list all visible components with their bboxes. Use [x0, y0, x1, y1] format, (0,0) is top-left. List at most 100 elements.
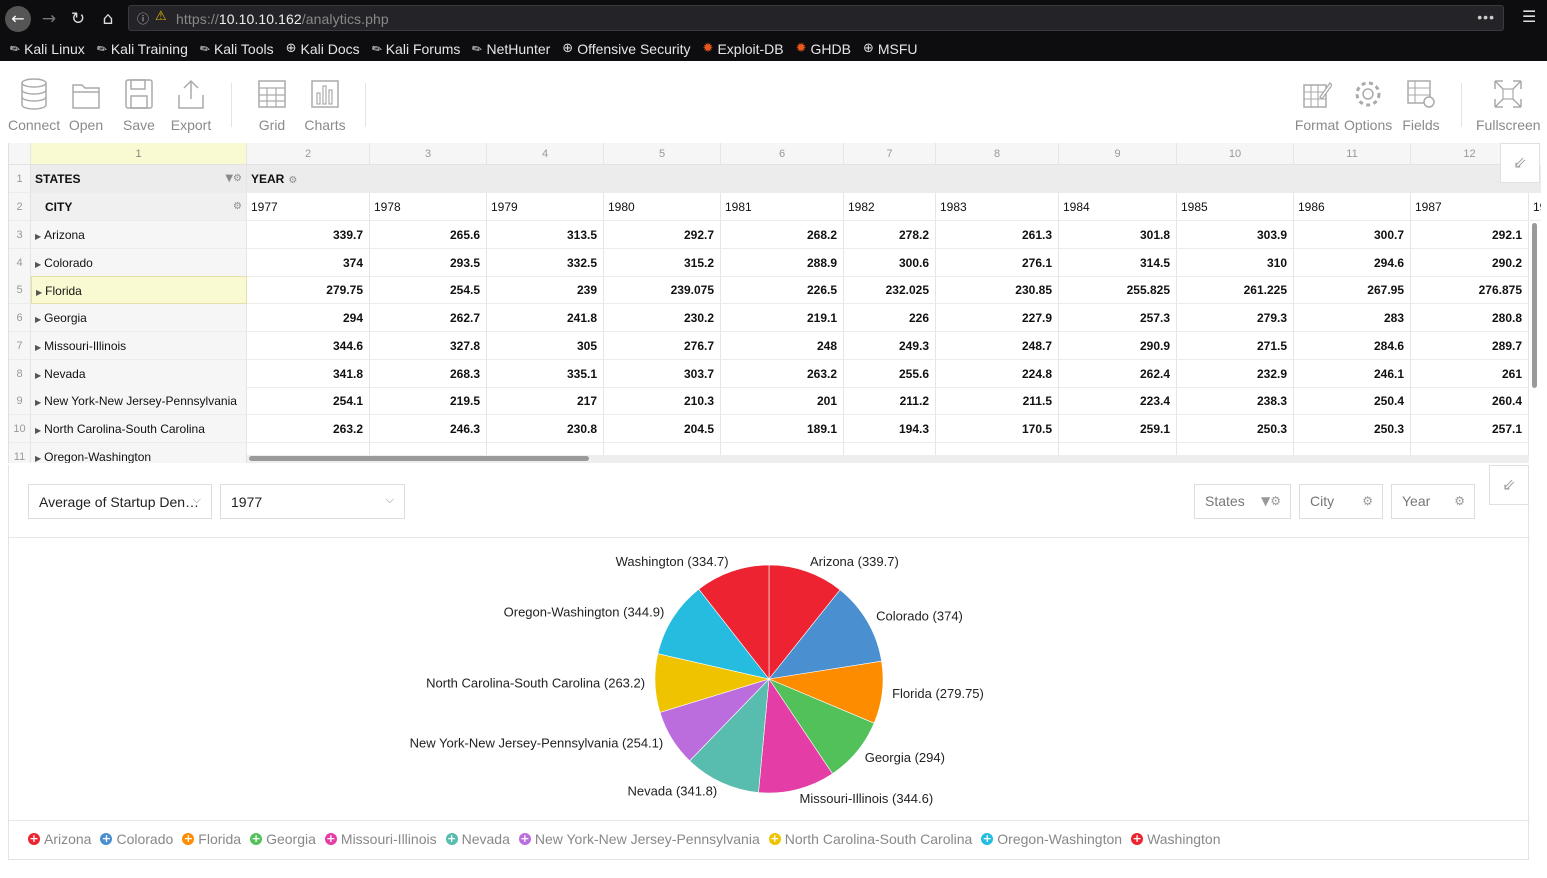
- filter-gear-icon[interactable]: ▼⚙: [225, 173, 242, 184]
- page-actions-icon[interactable]: •••: [1477, 9, 1495, 25]
- year-column-header[interactable]: 19: [1529, 193, 1541, 221]
- column-number[interactable]: 10: [1177, 143, 1294, 165]
- options-button[interactable]: Options: [1344, 77, 1392, 133]
- table-cell[interactable]: 210.3: [604, 387, 721, 415]
- year-column-header[interactable]: 1981: [721, 193, 844, 221]
- table-cell[interactable]: 303.9: [1177, 221, 1294, 249]
- forward-button[interactable]: →: [41, 9, 57, 29]
- chart-minimize-button[interactable]: ⇙: [1489, 465, 1529, 505]
- table-cell[interactable]: [247, 443, 370, 463]
- back-button[interactable]: ←: [5, 6, 31, 32]
- horizontal-scroll-thumb[interactable]: [249, 456, 589, 461]
- table-cell[interactable]: 261: [1411, 360, 1529, 388]
- table-cell[interactable]: 204.5: [604, 415, 721, 443]
- table-cell[interactable]: 239.075: [604, 276, 721, 304]
- table-cell[interactable]: 230.85: [936, 276, 1059, 304]
- bookmark-item[interactable]: ✎ Kali Linux: [7, 40, 85, 57]
- legend-item[interactable]: + Georgia: [250, 831, 316, 847]
- table-cell[interactable]: 246.1: [1294, 360, 1411, 388]
- pie-slice-colorado[interactable]: [768, 589, 882, 680]
- table-cell[interactable]: 335.1: [487, 360, 604, 388]
- table-cell[interactable]: 276.875: [1411, 276, 1529, 304]
- column-number[interactable]: 1: [31, 143, 247, 165]
- table-cell[interactable]: 289.7: [1411, 332, 1529, 360]
- table-cell[interactable]: 246.3: [370, 415, 487, 443]
- info-icon[interactable]: ⓘ: [137, 12, 150, 26]
- table-cell[interactable]: 219.1: [721, 304, 844, 332]
- table-cell[interactable]: 248: [721, 332, 844, 360]
- row-number[interactable]: 4: [9, 249, 31, 277]
- pivot-grid[interactable]: 1 2 3 4 5 6 7 8 9 10 11 12 1 2 3 4 5 6 7 8 9 10 11 STATES ▼⚙ YEAR…: [8, 143, 1541, 463]
- row-number[interactable]: 11: [9, 443, 31, 463]
- column-number[interactable]: 11: [1294, 143, 1411, 165]
- table-cell[interactable]: [604, 443, 721, 463]
- gear-icon[interactable]: ⚙: [233, 201, 242, 212]
- save-button[interactable]: Save: [118, 77, 160, 133]
- row-number[interactable]: 8: [9, 360, 31, 388]
- legend-item[interactable]: + Oregon-Washington: [981, 831, 1122, 847]
- filter-gear-icon[interactable]: ▼⚙: [1261, 494, 1281, 508]
- expand-arrow-icon[interactable]: ▶: [35, 232, 42, 241]
- home-button[interactable]: ⌂: [102, 9, 114, 29]
- table-cell[interactable]: 341.8: [247, 360, 370, 388]
- vertical-scroll-thumb[interactable]: [1532, 223, 1537, 388]
- year-column-header[interactable]: 1986: [1294, 193, 1411, 221]
- expand-arrow-icon[interactable]: ▶: [35, 426, 42, 435]
- legend-item[interactable]: + Nevada: [445, 831, 510, 847]
- table-cell[interactable]: 223.4: [1059, 387, 1177, 415]
- year-column-header[interactable]: 1979: [487, 193, 604, 221]
- row-label[interactable]: ▶ Missouri-Illinois: [31, 332, 247, 360]
- row-number[interactable]: 3: [9, 221, 31, 249]
- table-cell[interactable]: 263.2: [247, 415, 370, 443]
- table-cell[interactable]: 262.7: [370, 304, 487, 332]
- table-cell[interactable]: 189.1: [721, 415, 844, 443]
- measure-select[interactable]: Average of Startup Den… ⌵: [28, 484, 212, 519]
- table-cell[interactable]: 232.9: [1177, 360, 1294, 388]
- row-number[interactable]: 6: [9, 304, 31, 332]
- table-cell[interactable]: 268.2: [721, 221, 844, 249]
- year-column-header[interactable]: 1983: [936, 193, 1059, 221]
- legend-item[interactable]: + Colorado: [100, 831, 173, 847]
- states-field-button[interactable]: States ▼⚙: [1194, 484, 1291, 519]
- column-number[interactable]: 7: [844, 143, 936, 165]
- table-cell[interactable]: 249.3: [844, 332, 936, 360]
- table-cell[interactable]: 271.5: [1177, 332, 1294, 360]
- legend-item[interactable]: + Arizona: [28, 831, 91, 847]
- url-text[interactable]: https://10.10.10.162/analytics.php: [176, 11, 389, 27]
- table-cell[interactable]: 283: [1294, 304, 1411, 332]
- row-label[interactable]: ▶ Arizona: [31, 221, 247, 249]
- legend-item[interactable]: + New York-New Jersey-Pennsylvania: [518, 831, 760, 847]
- table-cell[interactable]: 288.9: [721, 249, 844, 277]
- expand-arrow-icon[interactable]: ▶: [35, 454, 42, 463]
- year-column-header[interactable]: 1985: [1177, 193, 1294, 221]
- year-column-header[interactable]: 1982: [844, 193, 936, 221]
- insecure-lock-icon[interactable]: ⚠: [155, 9, 167, 24]
- table-cell[interactable]: 280.8: [1411, 304, 1529, 332]
- expand-arrow-icon[interactable]: ▶: [36, 288, 43, 297]
- table-cell[interactable]: [487, 443, 604, 463]
- table-cell[interactable]: 294: [247, 304, 370, 332]
- table-cell[interactable]: 300.6: [844, 249, 936, 277]
- fields-button[interactable]: Fields: [1400, 77, 1442, 133]
- table-cell[interactable]: 230.2: [604, 304, 721, 332]
- city-field-button[interactable]: City ⚙: [1299, 484, 1383, 519]
- table-cell[interactable]: 219.5: [370, 387, 487, 415]
- table-cell[interactable]: 254.1: [247, 387, 370, 415]
- column-number[interactable]: 5: [604, 143, 721, 165]
- year-column-header[interactable]: 1987: [1411, 193, 1529, 221]
- table-cell[interactable]: 310: [1177, 249, 1294, 277]
- row-number[interactable]: 9: [9, 387, 31, 415]
- table-cell[interactable]: 226.5: [721, 276, 844, 304]
- table-cell[interactable]: 263.2: [721, 360, 844, 388]
- table-cell[interactable]: [721, 443, 844, 463]
- bookmark-item[interactable]: ✎ Kali Training: [94, 40, 188, 57]
- table-cell[interactable]: 226: [844, 304, 936, 332]
- grid-button[interactable]: Grid: [252, 77, 292, 133]
- table-cell[interactable]: 374: [247, 249, 370, 277]
- table-cell[interactable]: 250.4: [1294, 387, 1411, 415]
- table-cell[interactable]: [936, 443, 1059, 463]
- row-number[interactable]: 2: [9, 193, 31, 221]
- table-cell[interactable]: 314.5: [1059, 249, 1177, 277]
- legend-item[interactable]: + Florida: [182, 831, 241, 847]
- pie-slice-missouri-illinois[interactable]: [758, 678, 833, 794]
